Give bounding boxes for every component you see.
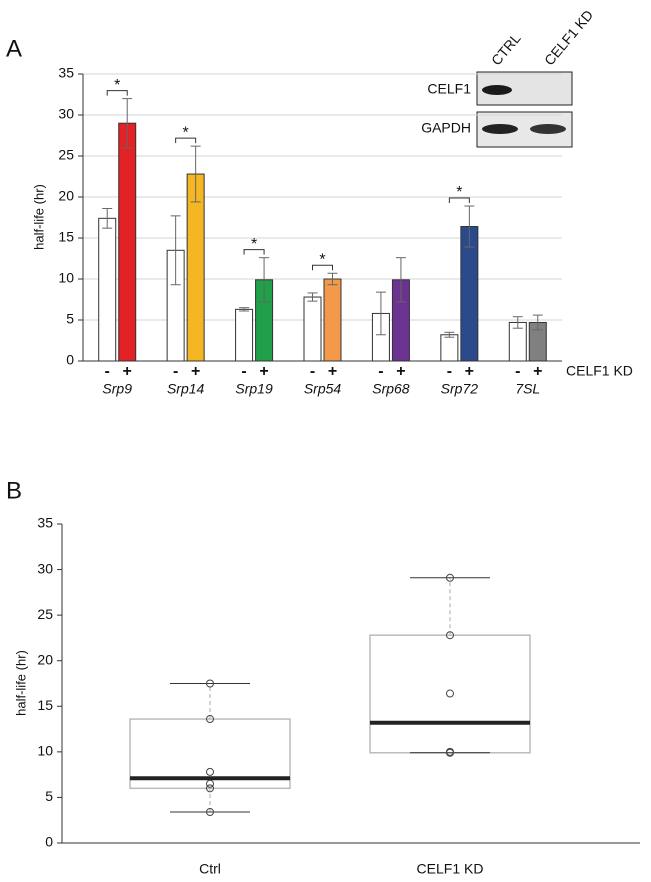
significance-bracket xyxy=(243,249,265,255)
series-label: + xyxy=(396,363,405,380)
significance-label: * xyxy=(456,184,462,201)
data-point xyxy=(446,689,454,698)
y-tick-label: 35 xyxy=(37,515,53,531)
x-tick-label: Srp9 xyxy=(102,381,132,397)
series-label: + xyxy=(191,363,200,380)
x-tick-label: 7SL xyxy=(515,381,540,397)
series-label: + xyxy=(533,363,542,380)
y-tick-label: 0 xyxy=(45,834,53,850)
data-point xyxy=(206,679,214,688)
bar xyxy=(235,308,254,362)
blot-row-label: CELF1 xyxy=(427,81,471,97)
group-label: CELF1 KD xyxy=(566,363,633,379)
bar xyxy=(323,278,342,362)
y-tick-label: 5 xyxy=(66,311,74,327)
blot-band xyxy=(482,85,512,95)
x-tick-label: Srp14 xyxy=(167,381,205,397)
x-tick-label: CELF1 KD xyxy=(417,861,484,877)
x-tick-label: Srp19 xyxy=(235,381,273,397)
y-axis-label: half-life (hr) xyxy=(13,650,28,716)
significance-bracket xyxy=(175,137,197,144)
y-axis-label: half-life (hr) xyxy=(31,184,46,250)
x-tick-label: Srp72 xyxy=(441,381,479,397)
significance-bracket xyxy=(448,197,470,204)
data-point xyxy=(446,631,454,640)
significance-label: * xyxy=(114,77,120,94)
box xyxy=(369,634,531,754)
y-tick-label: 15 xyxy=(37,697,53,713)
panel-label: A xyxy=(6,35,22,62)
series-label: + xyxy=(123,363,132,380)
series-label: - xyxy=(378,363,383,380)
y-tick-label: 20 xyxy=(37,651,53,667)
series-label: - xyxy=(447,363,452,380)
bar xyxy=(118,122,137,362)
series-label: - xyxy=(173,363,178,380)
bar xyxy=(440,334,459,362)
significance-label: * xyxy=(251,236,257,253)
y-tick-label: 5 xyxy=(45,788,53,804)
blot-column-label: CELF1 KD xyxy=(541,7,596,69)
blot-band xyxy=(530,124,566,134)
y-tick-label: 0 xyxy=(66,352,74,368)
significance-label: * xyxy=(183,124,189,141)
y-tick-label: 30 xyxy=(58,106,74,122)
y-tick-label: 25 xyxy=(58,147,74,163)
bar xyxy=(98,217,117,362)
bar xyxy=(303,296,322,362)
data-point xyxy=(206,808,214,817)
series-label: - xyxy=(105,363,110,380)
y-tick-label: 20 xyxy=(58,188,74,204)
y-tick-label: 10 xyxy=(37,743,53,759)
series-label: + xyxy=(465,363,474,380)
y-tick-label: 25 xyxy=(37,606,53,622)
x-tick-label: Ctrl xyxy=(199,861,221,877)
series-label: - xyxy=(515,363,520,380)
y-tick-label: 30 xyxy=(37,560,53,576)
blot-column-label: CTRL xyxy=(488,30,524,68)
data-point xyxy=(206,715,214,724)
y-tick-label: 15 xyxy=(58,229,74,245)
series-label: - xyxy=(241,363,246,380)
significance-bracket xyxy=(312,264,333,271)
significance-bracket xyxy=(106,90,128,96)
series-label: + xyxy=(259,363,268,380)
data-point xyxy=(446,748,454,757)
data-point xyxy=(206,767,214,776)
x-tick-label: Srp68 xyxy=(372,381,410,397)
series-label: - xyxy=(310,363,315,380)
data-point xyxy=(206,784,214,793)
significance-label: * xyxy=(319,251,325,268)
y-tick-label: 35 xyxy=(58,65,74,81)
data-point xyxy=(206,779,214,788)
y-tick-label: 10 xyxy=(58,270,74,286)
panel-label: B xyxy=(6,477,22,504)
blot-band xyxy=(482,124,518,134)
data-point xyxy=(446,573,454,582)
blot-row-label: GAPDH xyxy=(421,120,471,136)
x-tick-label: Srp54 xyxy=(304,381,342,397)
series-label: + xyxy=(328,363,337,380)
